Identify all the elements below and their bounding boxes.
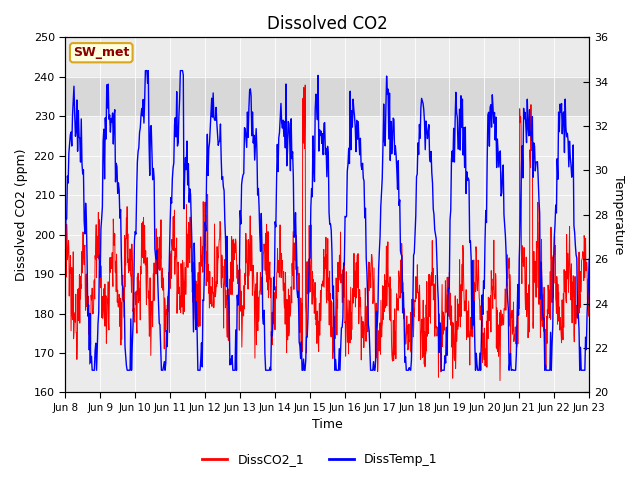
X-axis label: Time: Time <box>312 419 342 432</box>
Y-axis label: Temperature: Temperature <box>612 175 625 254</box>
Y-axis label: Dissolved CO2 (ppm): Dissolved CO2 (ppm) <box>15 149 28 281</box>
Text: SW_met: SW_met <box>73 46 129 59</box>
Title: Dissolved CO2: Dissolved CO2 <box>267 15 388 33</box>
Legend: DissCO2_1, DissTemp_1: DissCO2_1, DissTemp_1 <box>197 448 443 471</box>
Bar <box>65 77 589 116</box>
